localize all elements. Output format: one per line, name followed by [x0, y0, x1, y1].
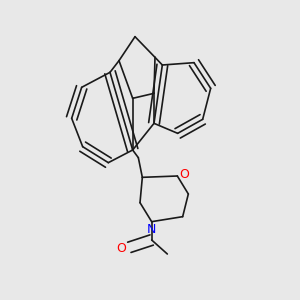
Text: N: N [147, 223, 156, 236]
Text: O: O [179, 169, 189, 182]
Text: O: O [116, 242, 126, 255]
